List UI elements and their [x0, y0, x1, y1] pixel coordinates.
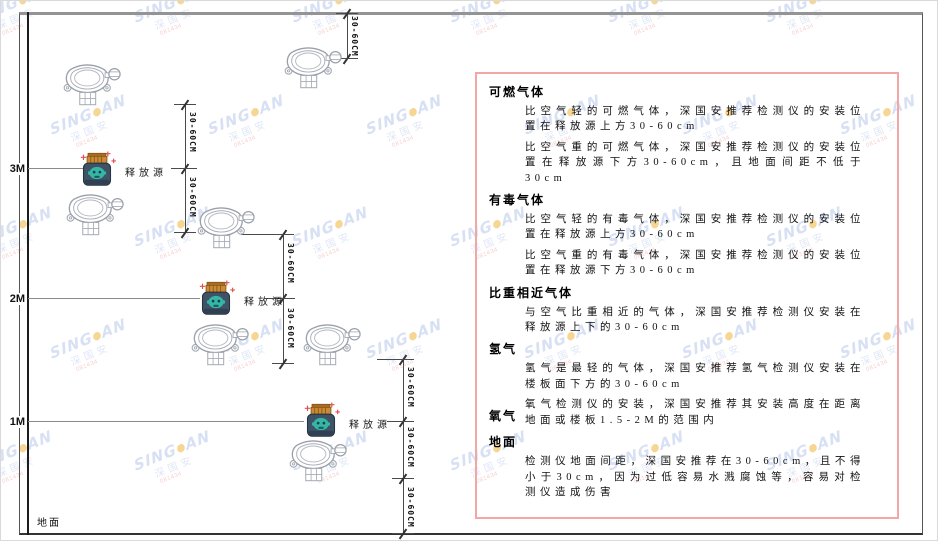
release-source-icon [301, 402, 341, 438]
panel-section: 氢气 氢气是最轻的气体，深国安推荐氢气检测仪安装在楼板面下方的30-60cm [489, 342, 885, 392]
panel-section-heading: 有毒气体 [489, 193, 546, 208]
panel-section-heading: 可燃气体 [489, 85, 546, 99]
release-source-label: 释放源 [125, 168, 167, 179]
axis-label-2m: 2M [5, 293, 25, 305]
guideline-panel: 可燃气体比空气轻的可燃气体，深国安推荐检测仪的安装位置在释放源上方30-60cm… [475, 72, 899, 519]
watermark-dot-icon [808, 1, 818, 6]
dimension-label: 30-60CM [406, 427, 415, 468]
dimension-label: 30-60CM [406, 367, 415, 408]
panel-paragraph: 检测仪地面间距，深国安推荐在30-60cm，且不得小于30cm，因为过低容易水溅… [525, 456, 865, 498]
extension-line [241, 234, 285, 235]
gas-detector-icon [64, 192, 124, 238]
panel-section: 有毒气体比空气轻的有毒气体，深国安推荐检测仪的安装位置在释放源上方30-60cm… [489, 193, 885, 279]
panel-section-heading: 氢气 [489, 342, 518, 357]
panel-section: 氧气 氧气检测仪的安装，深国安推荐其安装高度在距离地面或楼板1.5-2M的范围内 [489, 397, 885, 428]
watermark-dot-icon [176, 1, 186, 6]
extension-line [267, 298, 295, 299]
panel-section: 比重相近气体与空气比重相近的气体，深国安推荐检测仪安装在释放源上下的30-60c… [489, 286, 885, 336]
dimension-label: 30-60CM [286, 243, 295, 284]
watermark-dot-icon [492, 1, 502, 6]
axis-label-1m: 1M [5, 416, 25, 428]
panel-paragraph: 比空气重的有毒气体，深国安推荐检测仪的安装位置在释放源下方30-60cm [525, 249, 865, 277]
release-source-label: 释放源 [244, 297, 286, 308]
panel-section-heading: 比重相近气体 [489, 285, 574, 300]
dimension-label: 30-60CM [406, 487, 415, 528]
dimension-label: 30-60CM [188, 177, 197, 218]
panel-paragraph: 氧气检测仪的安装，深国安推荐其安装高度在距离地面或楼板1.5-2M的范围内 [525, 399, 865, 426]
panel-section: 地面 检测仪地面间距，深国安推荐在30-60cm，且不得小于30cm，因为过低容易… [489, 435, 885, 500]
height-axis [27, 12, 29, 535]
release-source-icon [77, 151, 117, 187]
panel-section-heading: 氧气 [489, 409, 518, 424]
ground-label: 地面 [37, 518, 61, 529]
watermark-dot-icon [334, 1, 344, 6]
gas-detector-icon [287, 438, 347, 484]
release-source-label: 释放源 [349, 420, 391, 431]
gas-detector-icon [61, 62, 121, 108]
panel-paragraph: 与空气比重相近的气体，深国安推荐检测仪安装在释放源上下的30-60cm [525, 306, 865, 334]
gas-detector-icon [282, 45, 342, 91]
watermark-dot-icon [18, 1, 28, 6]
panel-section-heading: 地面 [489, 435, 518, 450]
dimension-line [403, 359, 404, 534]
extension-line [171, 168, 197, 169]
panel-paragraph: 比空气轻的可燃气体，深国安推荐检测仪的安装位置在释放源上方30-60cm [525, 106, 865, 133]
gas-detector-icon [195, 205, 255, 251]
dimension-line [347, 13, 348, 58]
panel-paragraph: 比空气轻的有毒气体，深国安推荐检测仪的安装位置在释放源上方30-60cm [525, 214, 865, 241]
release-source-icon [196, 280, 236, 316]
gas-detector-icon [189, 322, 249, 368]
dimension-label: 30-60CM [188, 112, 197, 153]
extension-line [377, 359, 411, 360]
level-line-3m [28, 168, 84, 169]
panel-section: 可燃气体比空气轻的可燃气体，深国安推荐检测仪的安装位置在释放源上方30-60cm… [489, 85, 885, 186]
dimension-label: 30-60CM [286, 308, 295, 349]
level-line-1m [28, 421, 304, 422]
panel-paragraph: 氢气是最轻的气体，深国安推荐氢气检测仪安装在楼板面下方的30-60cm [525, 363, 865, 390]
axis-label-3m: 3M [5, 163, 25, 175]
watermark-dot-icon [650, 1, 660, 6]
room-outline [19, 12, 923, 535]
level-line-2m [28, 298, 200, 299]
extension-line [387, 421, 411, 422]
guideline-panel-content: 可燃气体比空气轻的可燃气体，深国安推荐检测仪的安装位置在释放源上方30-60cm… [489, 85, 885, 500]
gas-detector-icon [301, 322, 361, 368]
panel-paragraph: 比空气重的可燃气体，深国安推荐检测仪的安装位置在释放源下方30-60cm，且地面… [525, 141, 865, 184]
dimension-label: 30-60CM [350, 16, 359, 57]
